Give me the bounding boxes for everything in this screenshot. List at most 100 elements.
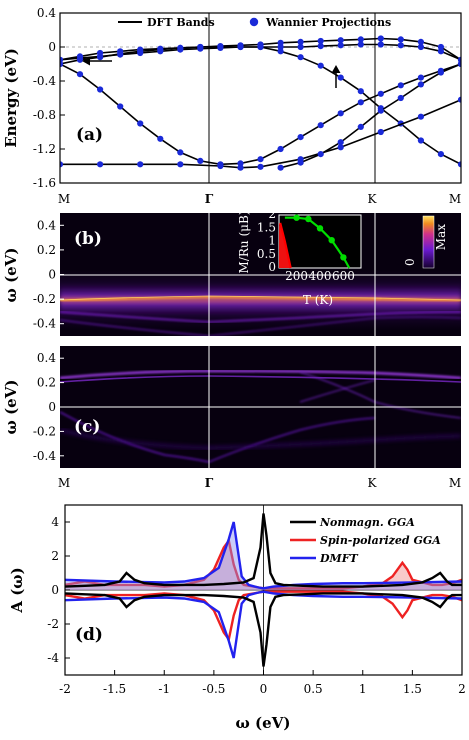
panel-a-frame bbox=[59, 12, 462, 184]
panel-d-y-tick-label: -4 bbox=[47, 651, 59, 665]
panel-d-x-tick-label: -1.5 bbox=[103, 682, 126, 696]
wannier-marker bbox=[457, 96, 461, 103]
inset-x-tick-label: 400 bbox=[309, 269, 332, 283]
legend-dmft-label: DMFT bbox=[319, 552, 359, 565]
wannier-marker bbox=[337, 74, 344, 81]
panel-a-arrow-up-icon bbox=[331, 65, 341, 88]
legend-wannier-marker-icon bbox=[249, 17, 259, 27]
panel-b-colorbar: Max 0 bbox=[403, 215, 448, 269]
kpoint-gamma-2: Γ bbox=[205, 476, 214, 490]
inset-marker bbox=[328, 237, 335, 244]
panel-c-lower-disp-2 bbox=[208, 417, 376, 463]
inset-x-tick-label: 200 bbox=[285, 269, 308, 283]
panel-b: 0.40.20-0.2-0.4 ω (eV) (b) Max 0 200 400 6… bbox=[2, 207, 461, 336]
panel-d-x-tick-label: -1 bbox=[158, 682, 170, 696]
panel-a-y-label: Energy (eV) bbox=[2, 48, 20, 148]
kpoint-m-left-2: M bbox=[58, 476, 70, 490]
wannier-marker bbox=[317, 151, 324, 158]
wannier-marker bbox=[277, 48, 284, 55]
wannier-marker bbox=[397, 82, 404, 89]
wannier-marker bbox=[397, 94, 404, 102]
panel-c-y-ticks: 0.4 0.2 0 -0.2 -0.4 bbox=[33, 351, 64, 463]
panel-a-label: (a) bbox=[76, 125, 103, 145]
wannier-marker bbox=[337, 139, 344, 146]
panel-c-upper-band-1 bbox=[60, 369, 461, 380]
kpoint-k: K bbox=[368, 192, 378, 206]
wannier-marker bbox=[317, 37, 324, 45]
panel-d-y-tick-label: 0 bbox=[51, 583, 59, 597]
panel-d-x-tick-label: -2 bbox=[59, 682, 71, 696]
wannier-marker bbox=[237, 160, 244, 167]
panel-b-flat-band-core bbox=[60, 295, 461, 301]
wannier-marker bbox=[437, 48, 444, 55]
wannier-marker bbox=[337, 37, 344, 44]
panel-d-x-tick-label: 1.5 bbox=[403, 682, 422, 696]
wannier-marker bbox=[237, 43, 244, 51]
panel-a-y-ticks: 0.4 0 -0.4 -0.8 -1.2 -1.6 bbox=[33, 6, 65, 190]
inset-marker bbox=[316, 225, 324, 232]
panel-b-y-ticks: 0.4 0.2 0 -0.2 -0.4 bbox=[33, 218, 64, 331]
kpath-labels-row1: M Γ K M bbox=[58, 192, 461, 206]
panel-b-y-tick-label: 0 bbox=[48, 268, 56, 282]
wannier-marker bbox=[357, 88, 364, 95]
inset-y-tick-label: 2 bbox=[268, 207, 276, 221]
panel-d-plot-area bbox=[65, 505, 462, 675]
panel-a-y-tick-label: -0.4 bbox=[33, 74, 57, 88]
series-line-down-2 bbox=[65, 590, 462, 659]
panel-b-y-tick-label: 0.4 bbox=[37, 218, 56, 232]
panel-b-y-tick-label: -0.2 bbox=[33, 292, 56, 306]
panel-a-y-tick-label: 0.4 bbox=[37, 6, 56, 20]
wannier-marker bbox=[76, 56, 84, 63]
panel-a-y-tick-label: -0.8 bbox=[33, 108, 56, 122]
wannier-marker bbox=[457, 161, 461, 168]
wannier-marker bbox=[117, 103, 124, 110]
colorbar-max-label: Max bbox=[434, 224, 448, 250]
panel-d-y-tick-label: 4 bbox=[51, 515, 59, 529]
wannier-marker bbox=[417, 38, 424, 46]
panel-d-x-tick-label: 1 bbox=[359, 682, 367, 696]
kpoint-m-left: M bbox=[58, 192, 70, 206]
panel-d-label: (d) bbox=[75, 625, 103, 645]
panel-c-y-label: ω (eV) bbox=[2, 380, 20, 435]
legend-spin-label: Spin-polarized GGA bbox=[320, 534, 441, 547]
wannier-marker bbox=[177, 161, 184, 168]
wannier-marker bbox=[397, 36, 404, 43]
wannier-marker bbox=[277, 145, 284, 153]
wannier-marker bbox=[257, 156, 264, 163]
colorbar-gradient bbox=[422, 215, 435, 269]
wannier-marker bbox=[277, 39, 284, 46]
wannier-marker bbox=[437, 69, 444, 76]
wannier-marker bbox=[337, 110, 344, 117]
wannier-marker bbox=[377, 41, 384, 48]
panel-c-upper-band-2 bbox=[60, 375, 461, 383]
inset-plot-area bbox=[279, 214, 351, 269]
inset-frame bbox=[278, 214, 362, 269]
wannier-marker bbox=[337, 42, 344, 49]
wannier-marker bbox=[97, 86, 104, 93]
wannier-marker bbox=[137, 120, 144, 127]
wannier-marker bbox=[76, 71, 84, 78]
panel-a-y-tick-label: -1.6 bbox=[33, 176, 56, 190]
panel-a-plot-area bbox=[60, 35, 461, 171]
wannier-marker bbox=[357, 123, 364, 130]
panel-d-y-tick-label: 2 bbox=[51, 549, 59, 563]
panel-d-y-tick-label: -2 bbox=[47, 617, 59, 631]
wannier-marker bbox=[357, 41, 364, 48]
wannier-marker bbox=[317, 62, 324, 69]
inset-marker bbox=[340, 254, 347, 261]
kpoint-k-2: K bbox=[368, 476, 378, 490]
wannier-marker bbox=[417, 43, 424, 51]
panel-b-dispersive-3 bbox=[208, 316, 461, 336]
dft-band-line-4 bbox=[60, 98, 461, 169]
wannier-marker bbox=[237, 164, 244, 171]
series-line-up-0 bbox=[65, 513, 462, 588]
inset-ticks: 200 400 600 00.511.52 bbox=[257, 207, 355, 283]
panel-a-arrow-left-icon bbox=[82, 56, 112, 66]
wannier-marker bbox=[377, 35, 384, 42]
panel-b-dispersive-2 bbox=[60, 319, 210, 336]
panel-d-ticks: -2 -1.5 -1 -0.5 0 0.5 1 1.5 2 4 2 0 -2 -4 bbox=[47, 515, 466, 696]
panel-b-dispersive-1 bbox=[60, 311, 461, 324]
panel-c-crossing-2 bbox=[299, 379, 376, 403]
wannier-marker bbox=[317, 43, 324, 50]
wannier-marker bbox=[177, 149, 184, 156]
